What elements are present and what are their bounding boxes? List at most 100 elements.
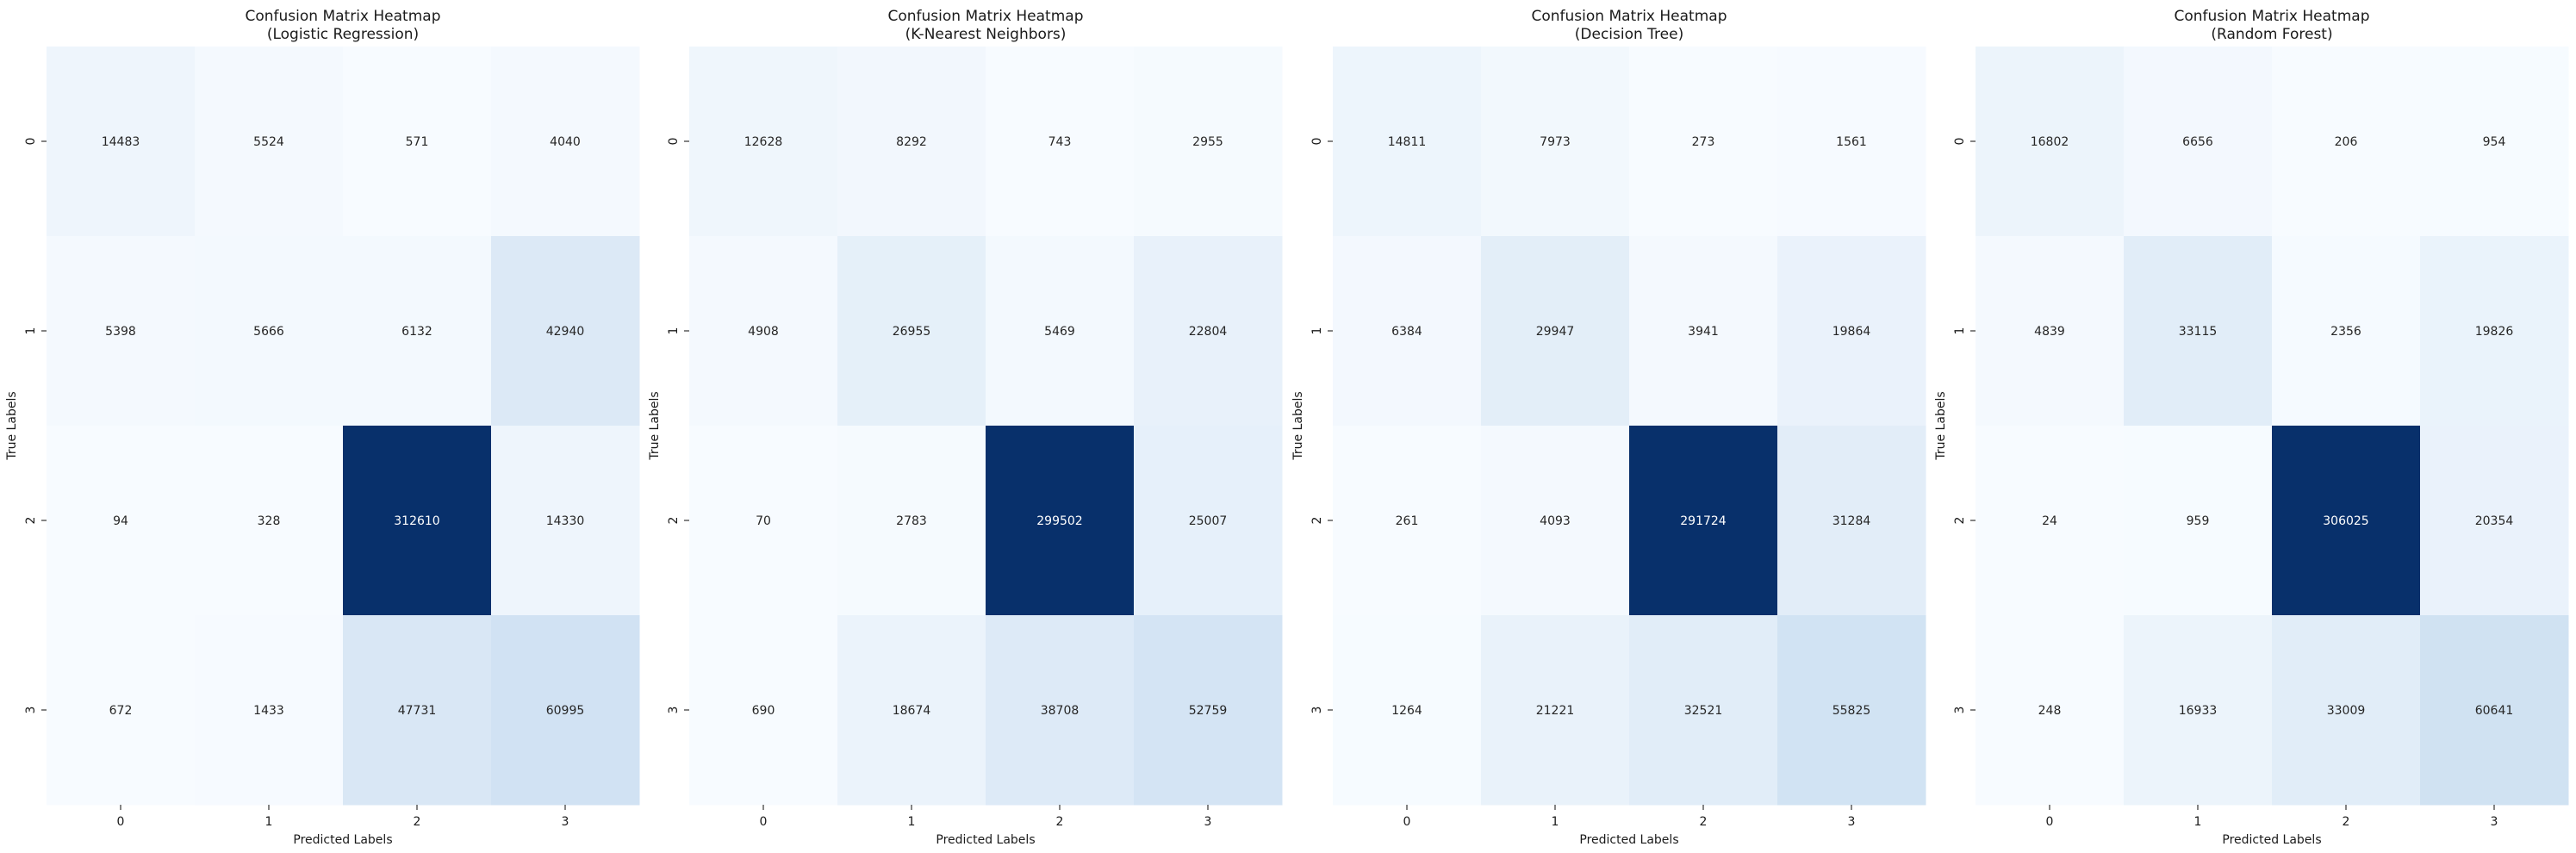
heatmap-cell <box>1134 47 1283 237</box>
cell-value-label: 60995 <box>546 704 585 718</box>
x-axis-label: Predicted Labels <box>2222 833 2321 847</box>
cell-value-label: 33009 <box>2327 704 2366 718</box>
y-tick-label: 1 <box>1310 327 1324 335</box>
cell-value-label: 4093 <box>1540 514 1571 528</box>
cell-value-label: 261 <box>1396 514 1419 528</box>
cell-value-label: 60641 <box>2475 704 2514 718</box>
heatmap-cell <box>491 426 640 616</box>
y-axis-label: True Labels <box>1934 391 1948 460</box>
heatmap-cell <box>1134 236 1283 426</box>
cell-value-label: 2356 <box>2330 325 2361 339</box>
heatmap-cell <box>343 615 492 806</box>
heatmap-cell <box>47 236 196 426</box>
cell-value-label: 29947 <box>1536 325 1575 339</box>
heatmap-cell <box>1629 236 1778 426</box>
chart-title-line: (Decision Tree) <box>1575 26 1683 43</box>
cell-value-label: 4908 <box>748 325 779 339</box>
y-tick-label: 1 <box>1953 327 1967 335</box>
y-tick-label: 3 <box>667 707 681 714</box>
x-tick-label: 2 <box>414 815 421 829</box>
cell-value-label: 299502 <box>1036 514 1082 528</box>
cell-value-label: 25007 <box>1189 514 1228 528</box>
heatmap-cell <box>986 615 1135 806</box>
y-tick-label: 0 <box>24 138 38 146</box>
y-axis-label: True Labels <box>5 391 19 460</box>
heatmap-cell <box>2272 236 2421 426</box>
x-tick-label: 0 <box>2046 815 2054 829</box>
cell-value-label: 47731 <box>398 704 437 718</box>
heatmap-cell <box>1134 615 1283 806</box>
heatmap-cell <box>1976 47 2125 237</box>
cell-value-label: 19826 <box>2475 325 2514 339</box>
heatmap-cell <box>491 47 640 237</box>
heatmap-cell <box>195 615 344 806</box>
heatmap-cell <box>1333 47 1482 237</box>
x-tick-label: 3 <box>1848 815 1856 829</box>
cell-value-label: 70 <box>756 514 771 528</box>
cell-value-label: 42940 <box>546 325 585 339</box>
cell-value-label: 16933 <box>2179 704 2218 718</box>
heatmap-cell <box>47 47 196 237</box>
heatmap-cell <box>689 47 838 237</box>
cell-value-label: 690 <box>752 704 775 718</box>
cell-value-label: 1561 <box>1836 135 1867 149</box>
heatmap-cell <box>1777 236 1926 426</box>
cell-value-label: 18674 <box>893 704 931 718</box>
cell-value-label: 31284 <box>1832 514 1871 528</box>
cell-value-label: 5666 <box>253 325 284 339</box>
y-axis-label: True Labels <box>1291 391 1305 460</box>
cell-value-label: 6384 <box>1391 325 1422 339</box>
cell-value-label: 4839 <box>2034 325 2065 339</box>
heatmap-cell <box>986 236 1135 426</box>
cell-value-label: 2783 <box>896 514 927 528</box>
x-tick-label: 1 <box>2194 815 2202 829</box>
cell-value-label: 1433 <box>253 704 284 718</box>
heatmap-cell <box>195 236 344 426</box>
cell-value-label: 12628 <box>744 135 783 149</box>
y-tick-label: 2 <box>1310 517 1324 525</box>
y-tick-label: 1 <box>667 327 681 335</box>
x-tick-label: 3 <box>2491 815 2498 829</box>
cell-value-label: 6132 <box>401 325 432 339</box>
cell-value-label: 21221 <box>1536 704 1575 718</box>
y-tick-label: 0 <box>1953 138 1967 146</box>
y-axis-label: True Labels <box>648 391 662 460</box>
x-tick-label: 2 <box>1056 815 1064 829</box>
cell-value-label: 328 <box>258 514 281 528</box>
heatmap-cell <box>1333 236 1482 426</box>
heatmap-cell <box>986 47 1135 237</box>
heatmap-cell <box>47 426 196 616</box>
heatmap-cell <box>195 426 344 616</box>
cell-value-label: 273 <box>1692 135 1715 149</box>
heatmap-cell <box>2124 615 2273 806</box>
heatmap-cell <box>2420 47 2569 237</box>
y-tick-label: 0 <box>1310 138 1324 146</box>
cell-value-label: 52759 <box>1189 704 1228 718</box>
heatmap-cell <box>1629 426 1778 616</box>
cell-value-label: 312610 <box>394 514 439 528</box>
heatmap-cell <box>195 47 344 237</box>
cell-value-label: 7973 <box>1540 135 1571 149</box>
heatmap-cell <box>1629 47 1778 237</box>
chart-title-line: Confusion Matrix Heatmap <box>888 8 1084 25</box>
cell-value-label: 954 <box>2483 135 2506 149</box>
heatmap-cell <box>491 236 640 426</box>
heatmap-cell <box>1777 426 1926 616</box>
heatmap-cell <box>1481 426 1630 616</box>
heatmap-cell <box>837 426 986 616</box>
heatmap-cell <box>837 47 986 237</box>
x-tick-label: 3 <box>562 815 569 829</box>
cell-value-label: 20354 <box>2475 514 2514 528</box>
cell-value-label: 248 <box>2038 704 2062 718</box>
heatmap-panel-2: Confusion Matrix Heatmap(Decision Tree) 1… <box>1291 8 1926 847</box>
cell-value-label: 743 <box>1048 135 1072 149</box>
cell-value-label: 1264 <box>1391 704 1422 718</box>
x-tick-label: 0 <box>1403 815 1411 829</box>
chart-title-line: Confusion Matrix Heatmap <box>2175 8 2370 25</box>
heatmap-panel-1: Confusion Matrix Heatmap(K-Nearest Neigh… <box>648 8 1283 847</box>
heatmap-cell <box>343 47 492 237</box>
heatmap-cell <box>1976 615 2125 806</box>
heatmap-cell <box>689 236 838 426</box>
cell-value-label: 22804 <box>1189 325 1228 339</box>
